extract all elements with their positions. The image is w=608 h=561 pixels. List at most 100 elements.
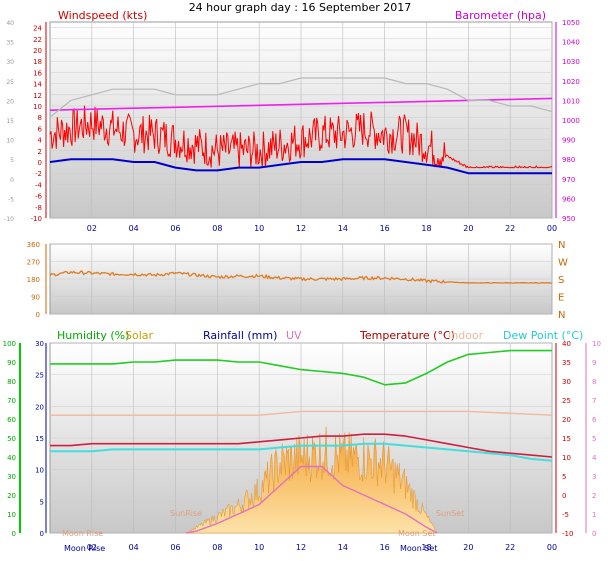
- direction-series-line: [49, 270, 553, 284]
- humidity-axis-tick-label: 10: [7, 511, 16, 519]
- humidity-axis-tick-label: 100: [3, 340, 16, 348]
- barometer-axis-tick-label: 960: [562, 195, 575, 203]
- x-tick-label-top: 14: [338, 224, 348, 233]
- direction-axis-tick-label: 180: [27, 276, 40, 284]
- wind-outer-axis-tick-label: 40: [6, 20, 14, 27]
- compass-axis-label: N: [558, 240, 565, 251]
- uv-series-line: [185, 465, 438, 534]
- temperature-series-line: [50, 433, 553, 458]
- wind-outer-axis-tick-label: 15: [6, 118, 14, 125]
- dewpoint-legend: Dew Point (°C): [503, 329, 583, 342]
- x-tick-label-bottom: 00: [547, 543, 557, 552]
- x-tick-label-top: 08: [212, 224, 222, 233]
- direction-axis-tick-label: 360: [27, 241, 40, 249]
- indoor-legend: Indoor: [448, 329, 484, 342]
- rain-axis-tick-label: 30: [35, 340, 44, 348]
- uv-legend: UV: [286, 329, 302, 342]
- barometer-axis-tick-label: 990: [562, 137, 575, 145]
- barometer-axis-tick-label: 1050: [562, 19, 580, 27]
- direction-axis-tick-label: 90: [31, 294, 40, 302]
- moon-rise-annotation-top: Moon Rise: [62, 529, 103, 538]
- x-tick-label-bottom: 18: [421, 543, 431, 552]
- x-tick-label-bottom: 02: [87, 543, 97, 552]
- temperature-axis-tick-label: 40: [562, 340, 571, 348]
- wind-outer-axis-tick-label: 10: [6, 138, 14, 145]
- wind-axis-tick-label: 4: [38, 137, 43, 145]
- wind-axis-tick-label: 20: [33, 47, 42, 55]
- uv-axis-tick-label: 7: [592, 397, 596, 405]
- barometer-axis-tick-label: 1000: [562, 117, 580, 125]
- uv-axis-tick-label: 1: [592, 511, 596, 519]
- uv-axis-tick-label: 6: [592, 416, 597, 424]
- humidity-axis-tick-label: 90: [7, 359, 16, 367]
- humidity-axis-tick-label: 30: [7, 473, 16, 481]
- humidity-axis-tick-label: 80: [7, 378, 16, 386]
- solar-legend: Solar: [125, 329, 154, 342]
- x-tick-label-top: 10: [254, 224, 264, 233]
- temperature-axis-tick-label: 20: [562, 416, 571, 424]
- indoor-series-line: [50, 410, 553, 416]
- x-tick-label-bottom: 04: [129, 543, 139, 552]
- compass-axis-label: N: [558, 310, 565, 321]
- average-series-line: [49, 158, 552, 175]
- wind-outer-axis-tick-label: 20: [6, 98, 14, 105]
- x-tick-label-top: 16: [380, 224, 390, 233]
- barometer-axis-tick-label: 950: [562, 215, 575, 223]
- wind-axis-tick-label: 14: [33, 81, 42, 89]
- x-tick-label-top: 12: [296, 224, 306, 233]
- barometer-axis-tick-label: 1030: [562, 58, 580, 66]
- wind-outer-axis-tick-label: 0: [10, 177, 14, 184]
- x-tick-label-bottom: 22: [505, 543, 515, 552]
- direction-axis-tick-label: 270: [27, 259, 40, 267]
- x-tick-label-top: 22: [505, 224, 515, 233]
- barometer-label: Barometer (hpa): [455, 9, 546, 22]
- wind-axis-tick-label: -4: [35, 181, 43, 189]
- wind-axis-tick-label: 8: [38, 114, 42, 122]
- compass-axis-label: E: [558, 293, 564, 304]
- wind-axis-tick-label: -6: [35, 193, 43, 201]
- dewpoint-series-line: [50, 442, 553, 462]
- temperature-axis-tick-label: -10: [562, 530, 573, 538]
- humidity-axis-tick-label: 40: [7, 454, 16, 462]
- humidity-series-line: [50, 349, 552, 386]
- x-tick-label-bottom: 20: [463, 543, 473, 552]
- barometer-axis-tick-label: 1040: [562, 39, 580, 47]
- barometer-axis-tick-label: 970: [562, 176, 575, 184]
- wind-outer-axis-tick-label: -5: [8, 196, 14, 203]
- chart-axes: 0202040406060808101012121414161618182020…: [3, 19, 601, 552]
- wind-outer-axis-tick-label: 30: [6, 59, 14, 66]
- x-tick-label-bottom: 16: [380, 543, 390, 552]
- temperature-axis-tick-label: 10: [562, 454, 571, 462]
- rain-axis-tick-label: 20: [35, 403, 44, 411]
- wind-axis-tick-label: 2: [38, 148, 42, 156]
- wind-axis-tick-label: 12: [33, 92, 42, 100]
- humidity-axis-tick-label: 20: [7, 492, 16, 500]
- x-tick-label-top: 00: [547, 224, 557, 233]
- x-tick-label-bottom: 06: [170, 543, 180, 552]
- page-title: 24 hour graph day : 16 September 2017: [189, 1, 412, 14]
- chart-series: [49, 77, 553, 534]
- humidity-axis-tick-label: 0: [12, 530, 16, 538]
- x-tick-label-top: 04: [129, 224, 139, 233]
- temperature-axis-tick-label: 30: [562, 378, 571, 386]
- uv-axis-tick-label: 0: [592, 530, 596, 538]
- humidity-axis-tick-label: 60: [7, 416, 16, 424]
- x-tick-label-bottom: 12: [296, 543, 306, 552]
- rain-axis-tick-label: 15: [35, 435, 44, 443]
- wind-outer-axis-tick-label: 25: [6, 79, 14, 86]
- rain-axis-tick-label: 10: [35, 467, 44, 475]
- barometer-axis-tick-label: 1010: [562, 97, 580, 105]
- x-tick-label-top: 06: [170, 224, 180, 233]
- uv-axis-tick-label: 5: [592, 435, 596, 443]
- temperature-axis-tick-label: 35: [562, 359, 571, 367]
- rainfall-legend: Rainfall (mm): [203, 329, 277, 342]
- wind-axis-tick-label: -10: [31, 215, 42, 223]
- uv-axis-tick-label: 8: [592, 378, 596, 386]
- barometer-axis-tick-label: 980: [562, 156, 575, 164]
- moon-set-annotation-bottom: Moon Set: [400, 544, 437, 553]
- uv-axis-tick-label: 2: [592, 492, 596, 500]
- rain-axis-tick-label: 5: [40, 498, 44, 506]
- x-tick-label-top: 20: [463, 224, 473, 233]
